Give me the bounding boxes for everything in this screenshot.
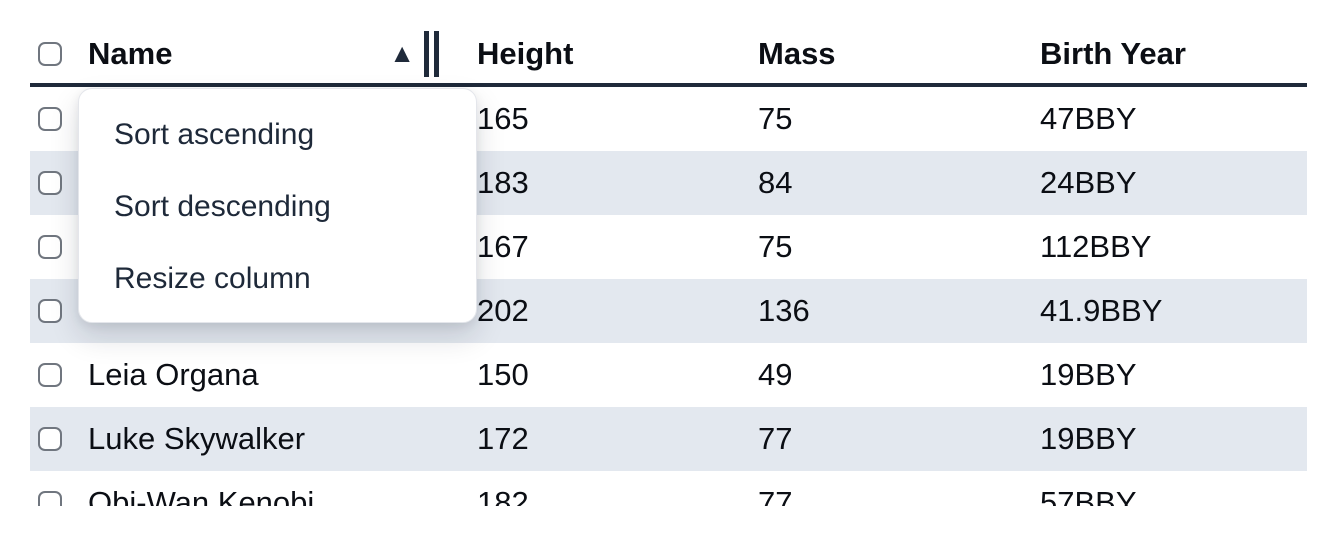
birth-year-cell: 57BBY xyxy=(1040,485,1137,506)
sort-ascending-icon: ▲ xyxy=(389,37,415,68)
height-cell: 183 xyxy=(458,151,739,215)
mass-cell: 77 xyxy=(758,485,793,506)
table-row: Obi-Wan Kenobi 182 77 57BBY xyxy=(30,471,1307,506)
mass-cell: 84 xyxy=(739,151,1021,215)
row-checkbox[interactable] xyxy=(38,427,62,451)
mass-cell: 136 xyxy=(739,279,1021,343)
table-row: Leia Organa 150 49 19BBY xyxy=(30,343,1307,407)
birth-year-cell: 19BBY xyxy=(1021,407,1307,471)
height-cell: 167 xyxy=(477,229,529,264)
row-checkbox[interactable] xyxy=(38,107,62,131)
mass-cell: 49 xyxy=(758,357,793,392)
name-cell: Leia Organa xyxy=(88,357,259,392)
select-all-cell xyxy=(30,24,78,87)
birth-year-cell: 47BBY xyxy=(1040,101,1137,136)
menu-item-sort-descending[interactable]: Sort descending xyxy=(114,190,331,223)
name-cell: Luke Skywalker xyxy=(78,407,458,471)
row-checkbox[interactable] xyxy=(38,491,62,506)
row-checkbox[interactable] xyxy=(38,235,62,259)
column-header-name[interactable]: Name ▲ xyxy=(78,24,458,87)
mass-cell: 75 xyxy=(758,229,793,264)
height-cell: 202 xyxy=(458,279,739,343)
column-header-birth-year[interactable]: Birth Year xyxy=(1021,24,1307,87)
birth-year-cell: 41.9BBY xyxy=(1021,279,1307,343)
birth-year-cell: 19BBY xyxy=(1040,357,1137,392)
table-row: Luke Skywalker 172 77 19BBY xyxy=(30,407,1307,471)
column-header-name-label: Name xyxy=(88,35,173,71)
select-all-checkbox[interactable] xyxy=(38,41,62,66)
row-checkbox[interactable] xyxy=(38,171,62,195)
row-checkbox[interactable] xyxy=(38,363,62,387)
table-row: 167 75 112BBY xyxy=(30,215,1307,279)
column-resize-handle-icon[interactable] xyxy=(424,30,439,77)
column-context-menu: Sort ascending Sort descending Resize co… xyxy=(78,88,477,323)
birth-year-cell: 24BBY xyxy=(1021,151,1307,215)
height-cell: 165 xyxy=(477,101,529,136)
mass-cell: 75 xyxy=(758,101,793,136)
name-cell: Obi-Wan Kenobi xyxy=(88,485,315,506)
mass-cell: 77 xyxy=(739,407,1021,471)
menu-item-resize-column[interactable]: Resize column xyxy=(114,262,311,295)
row-checkbox[interactable] xyxy=(38,299,62,323)
column-header-mass[interactable]: Mass xyxy=(739,24,1021,87)
column-header-height[interactable]: Height xyxy=(458,24,739,87)
birth-year-cell: 112BBY xyxy=(1040,229,1152,264)
height-cell: 182 xyxy=(477,485,529,506)
header-row: Name ▲ Height Mass Birth Year xyxy=(30,24,1307,87)
height-cell: 172 xyxy=(458,407,739,471)
height-cell: 150 xyxy=(477,357,529,392)
table-row: 165 75 47BBY xyxy=(30,85,1307,151)
menu-item-sort-ascending[interactable]: Sort ascending xyxy=(114,118,315,151)
